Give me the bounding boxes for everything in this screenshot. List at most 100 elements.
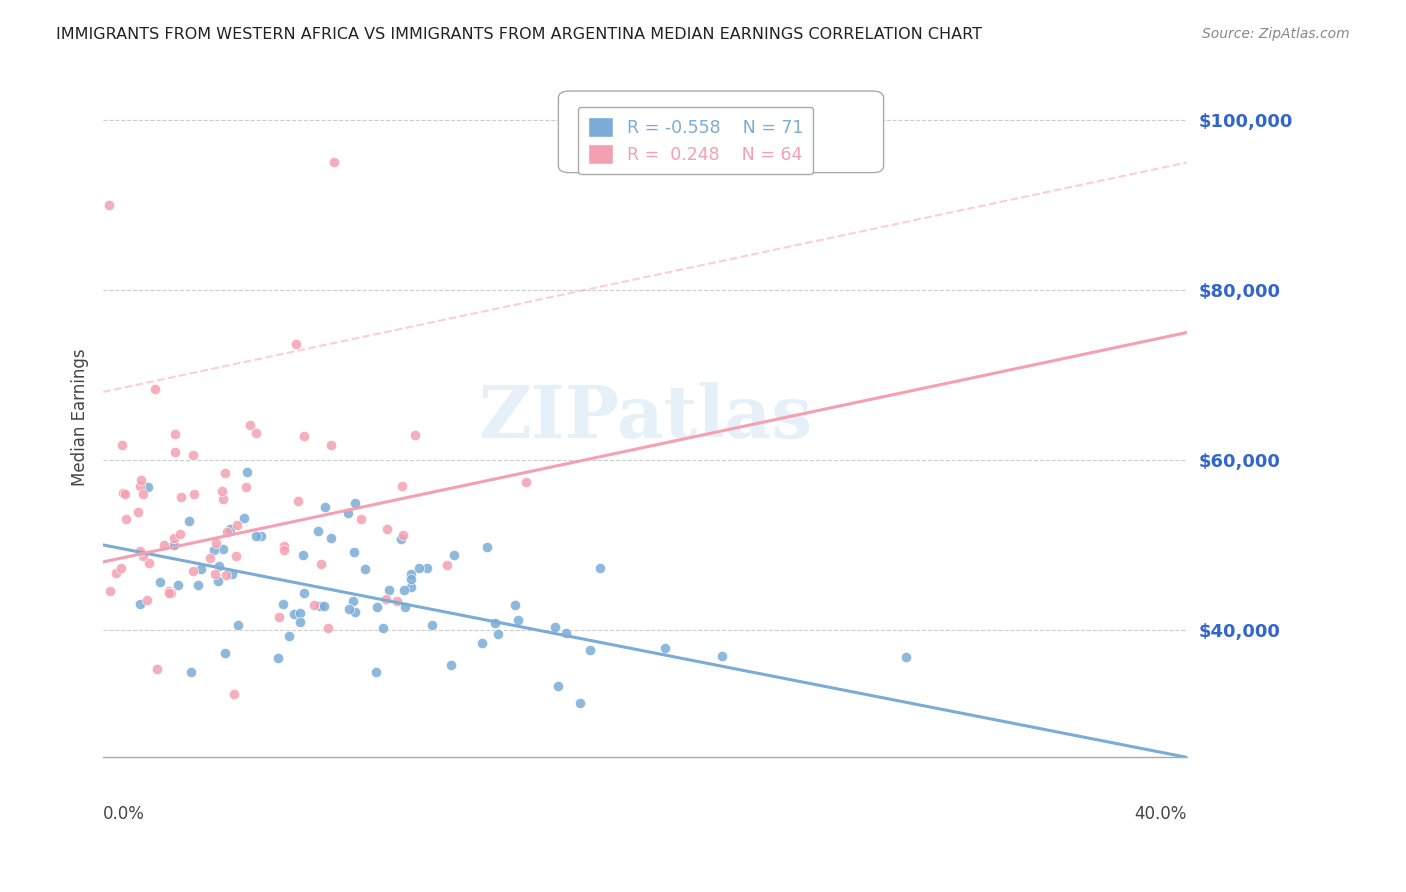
- Point: [98, 584, 121, 599]
- Point: [183, 448, 205, 462]
- Point: [420, 618, 443, 632]
- Text: 0.0%: 0.0%: [103, 805, 145, 823]
- Point: [568, 696, 591, 710]
- Point: [353, 562, 375, 576]
- Point: [392, 583, 415, 598]
- Point: [292, 548, 315, 562]
- Point: [250, 529, 273, 543]
- Point: [578, 643, 600, 657]
- Point: [314, 599, 336, 614]
- Point: [408, 561, 430, 575]
- Point: [218, 522, 240, 536]
- Legend: R = -0.558    N = 71, R =  0.248    N = 64: R = -0.558 N = 71, R = 0.248 N = 64: [578, 106, 813, 175]
- Point: [304, 598, 326, 612]
- Point: [115, 512, 138, 526]
- Point: [547, 679, 569, 693]
- Point: [105, 566, 128, 580]
- Point: [287, 494, 309, 508]
- Point: [162, 538, 184, 552]
- Point: [443, 548, 465, 562]
- Point: [385, 593, 408, 607]
- Point: [180, 665, 202, 680]
- Point: [183, 487, 205, 501]
- Point: [169, 526, 191, 541]
- FancyBboxPatch shape: [558, 91, 883, 173]
- Point: [294, 428, 316, 442]
- Point: [145, 662, 167, 676]
- Point: [166, 578, 188, 592]
- Point: [475, 540, 498, 554]
- Point: [404, 428, 426, 442]
- Point: [202, 543, 225, 558]
- Point: [399, 566, 422, 581]
- Point: [207, 574, 229, 588]
- Text: ZIPatlas: ZIPatlas: [478, 382, 813, 453]
- Point: [204, 567, 226, 582]
- Point: [215, 524, 238, 539]
- Point: [273, 539, 295, 553]
- Point: [221, 566, 243, 581]
- Point: [364, 665, 387, 680]
- Point: [128, 479, 150, 493]
- Point: [214, 466, 236, 480]
- Point: [555, 626, 578, 640]
- Point: [337, 601, 360, 615]
- Point: [225, 517, 247, 532]
- Point: [273, 543, 295, 558]
- Point: [292, 586, 315, 600]
- Point: [211, 483, 233, 498]
- Point: [440, 657, 463, 672]
- Point: [322, 155, 344, 169]
- Point: [344, 605, 367, 619]
- Point: [350, 512, 373, 526]
- Point: [283, 607, 305, 621]
- Point: [436, 558, 458, 572]
- Point: [505, 599, 527, 613]
- Point: [187, 578, 209, 592]
- Point: [290, 615, 312, 629]
- Point: [321, 437, 343, 451]
- Point: [159, 586, 181, 600]
- Point: [589, 561, 612, 575]
- Point: [654, 640, 676, 655]
- Point: [314, 500, 336, 514]
- Point: [177, 514, 200, 528]
- Point: [129, 473, 152, 487]
- Point: [138, 557, 160, 571]
- Point: [169, 490, 191, 504]
- Point: [132, 549, 155, 563]
- Point: [129, 544, 152, 558]
- Point: [163, 531, 186, 545]
- Y-axis label: Median Earnings: Median Earnings: [72, 349, 89, 486]
- Point: [484, 615, 506, 630]
- Point: [471, 636, 494, 650]
- Point: [208, 559, 231, 574]
- Text: IMMIGRANTS FROM WESTERN AFRICA VS IMMIGRANTS FROM ARGENTINA MEDIAN EARNINGS CORR: IMMIGRANTS FROM WESTERN AFRICA VS IMMIGR…: [56, 27, 983, 42]
- Point: [416, 561, 439, 575]
- Point: [711, 649, 734, 664]
- Point: [269, 610, 291, 624]
- Point: [366, 599, 388, 614]
- Point: [389, 533, 412, 547]
- Point: [222, 687, 245, 701]
- Point: [198, 550, 221, 565]
- Point: [233, 510, 256, 524]
- Point: [896, 649, 918, 664]
- Point: [236, 465, 259, 479]
- Point: [399, 580, 422, 594]
- Point: [309, 557, 332, 571]
- Point: [97, 198, 120, 212]
- Point: [149, 575, 172, 590]
- Point: [544, 620, 567, 634]
- Point: [486, 627, 509, 641]
- Point: [290, 606, 312, 620]
- Point: [308, 599, 330, 614]
- Point: [157, 583, 180, 598]
- Point: [212, 492, 235, 507]
- Point: [307, 524, 329, 538]
- Point: [375, 591, 398, 606]
- Point: [285, 336, 308, 351]
- Text: 40.0%: 40.0%: [1135, 805, 1187, 823]
- Point: [165, 444, 187, 458]
- Point: [399, 573, 422, 587]
